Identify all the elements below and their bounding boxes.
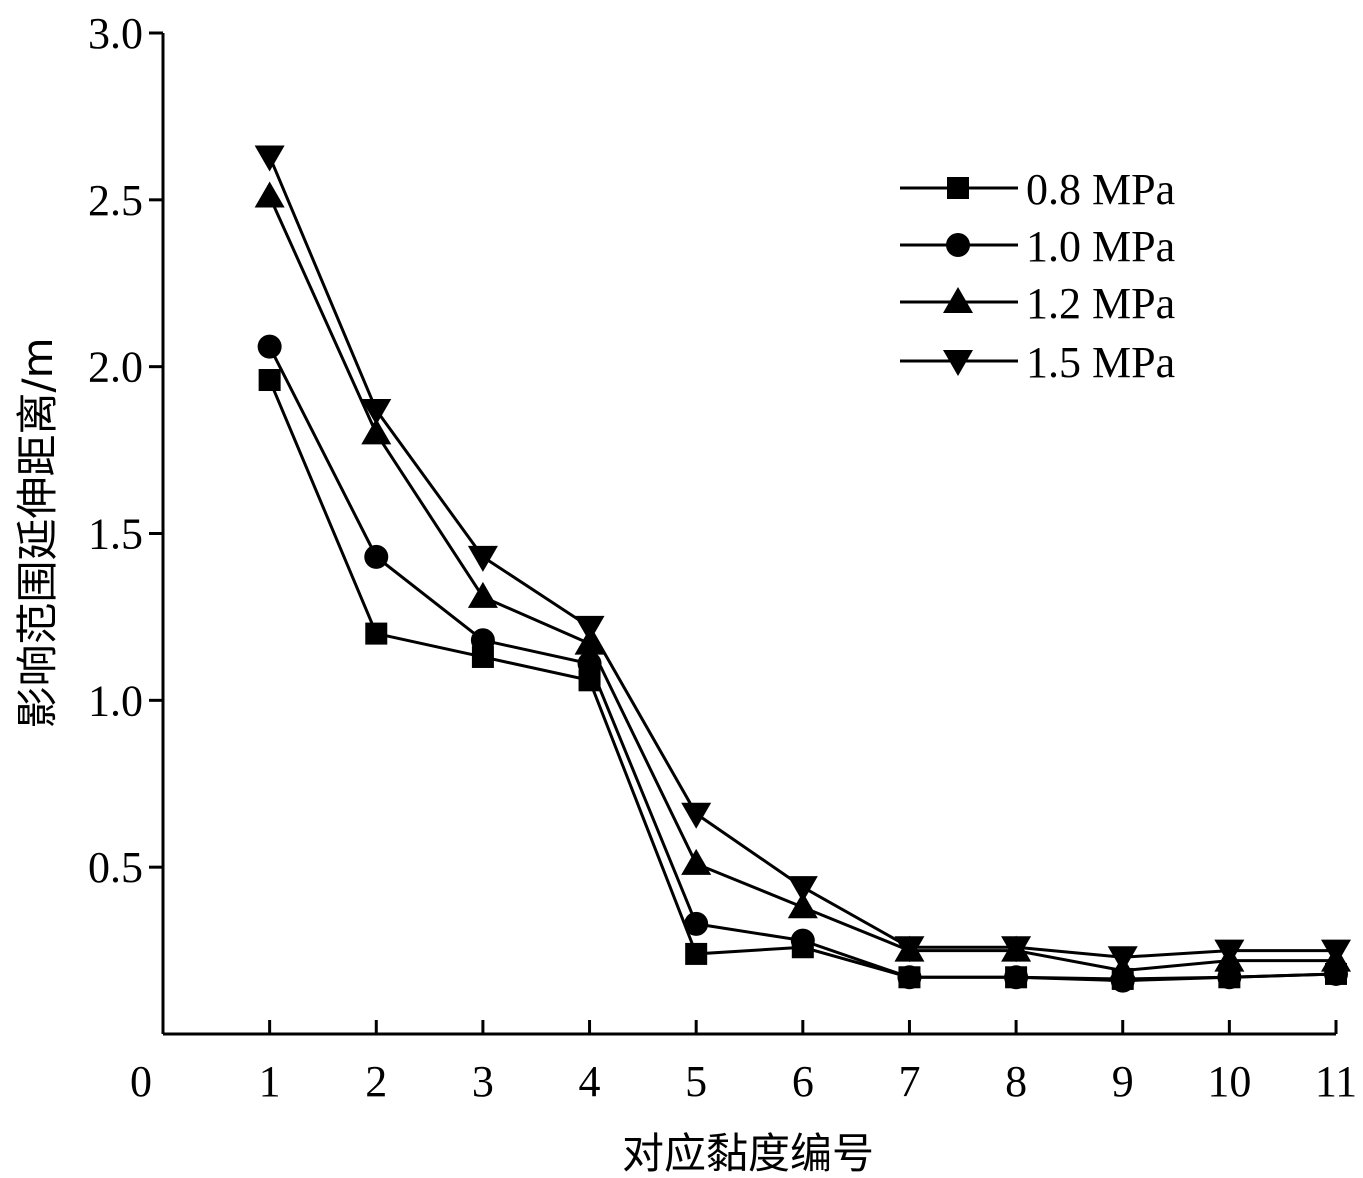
x-tick-label: 1: [259, 1057, 281, 1106]
triangle-down-marker: [943, 350, 973, 376]
triangle-up-marker: [254, 181, 285, 208]
x-tick-label: 6: [792, 1057, 814, 1106]
y-tick-label: 2.0: [88, 343, 143, 392]
x-tick-label: 0: [130, 1057, 152, 1106]
triangle-up-marker: [681, 848, 712, 875]
triangle-down-marker: [1107, 946, 1138, 973]
x-tick-label: 10: [1207, 1057, 1251, 1106]
y-tick-label: 0.5: [88, 843, 143, 892]
legend-label: 1.5 MPa: [1026, 338, 1175, 387]
circle-marker: [470, 628, 495, 653]
circle-marker: [946, 233, 970, 257]
triangle-up-marker: [361, 418, 392, 445]
triangle-down-marker: [254, 145, 285, 172]
series-12: [254, 181, 1351, 982]
y-tick-label: 2.5: [88, 176, 143, 225]
legend-item: 1.5 MPa: [900, 338, 1175, 387]
x-tick-label: 11: [1315, 1057, 1357, 1106]
legend-label: 1.2 MPa: [1026, 279, 1175, 328]
triangle-down-marker: [574, 615, 605, 642]
y-axis-label: 影响范围延伸距离/m: [13, 337, 62, 728]
circle-marker: [790, 928, 815, 953]
triangle-down-marker: [467, 545, 498, 572]
square-marker: [947, 177, 969, 199]
circle-marker: [684, 911, 709, 936]
circle-marker: [897, 965, 922, 990]
triangle-down-marker: [1321, 939, 1351, 966]
x-tick-label: 5: [685, 1057, 707, 1106]
x-tick-label: 9: [1112, 1057, 1134, 1106]
triangle-down-marker: [1214, 939, 1245, 966]
x-tick-label: 2: [365, 1057, 387, 1106]
y-tick-label: 1.0: [88, 676, 143, 725]
series-lines: [254, 145, 1351, 993]
legend-item: 0.8 MPa: [900, 165, 1175, 214]
circle-marker: [1004, 965, 1029, 990]
axes: 0.5 1.0 1.5 2.0 2.5 3.0 0 1 2 3 4 5 6 7 8 9 10 11: [88, 9, 1357, 1106]
x-tick-label: 7: [898, 1057, 920, 1106]
legend: 0.8 MPa 1.0 MPa 1.2 MPa 1.5 MPa: [900, 165, 1175, 387]
series-line: [268, 195, 1336, 973]
y-tick-label: 1.5: [88, 510, 143, 559]
y-tick-label: 3.0: [88, 9, 143, 58]
triangle-down-marker: [787, 876, 818, 903]
x-tick-label: 8: [1005, 1057, 1027, 1106]
legend-item: 1.0 MPa: [900, 222, 1175, 271]
series-line: [268, 155, 1336, 959]
circle-marker: [257, 334, 282, 359]
square-marker: [685, 942, 708, 965]
triangle-up-marker: [943, 287, 973, 313]
circle-marker: [364, 544, 389, 569]
square-marker: [258, 369, 281, 392]
triangle-down-marker: [894, 936, 925, 963]
legend-item: 1.2 MPa: [900, 279, 1175, 328]
legend-label: 1.0 MPa: [1026, 222, 1175, 271]
series-15: [254, 145, 1351, 973]
triangle-down-marker: [681, 802, 712, 829]
series-10: [257, 334, 1348, 993]
triangle-down-marker: [361, 399, 392, 426]
triangle-up-marker: [787, 892, 818, 919]
legend-label: 0.8 MPa: [1026, 165, 1175, 214]
square-marker: [471, 645, 494, 668]
x-tick-label: 4: [579, 1057, 601, 1106]
x-axis-label: 对应黏度编号: [622, 1129, 874, 1178]
square-marker: [365, 622, 388, 645]
triangle-down-marker: [1001, 936, 1032, 963]
triangle-up-marker: [467, 581, 498, 608]
x-tick-label: 3: [472, 1057, 494, 1106]
